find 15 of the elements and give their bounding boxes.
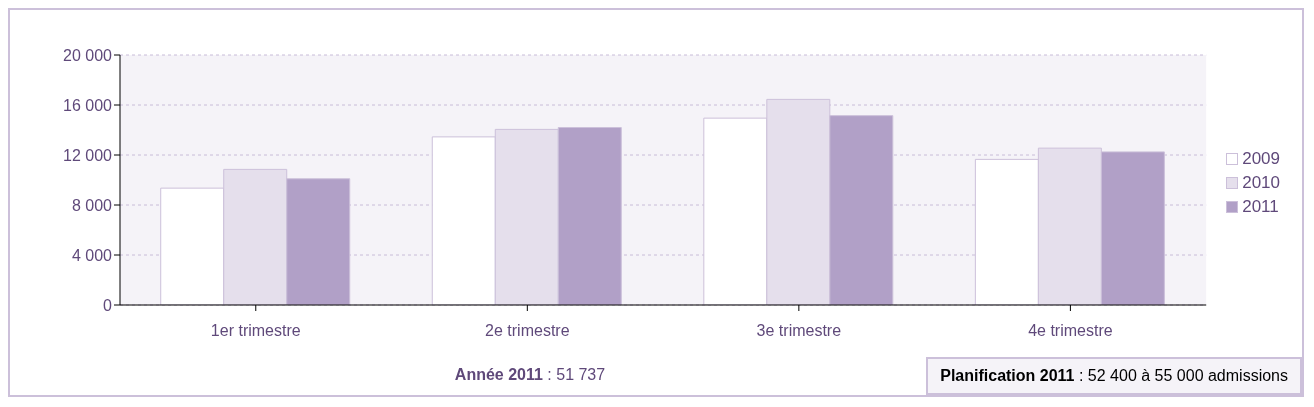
- y-tick-label: 16 000: [63, 96, 113, 114]
- legend-label: 2011: [1242, 196, 1279, 217]
- x-tick-label: 2e trimestre: [485, 322, 570, 340]
- y-tick-label: 8 000: [71, 196, 113, 214]
- legend-label: 2009: [1242, 148, 1280, 169]
- text: Année 2011 : 51 737: [454, 366, 606, 383]
- x-tick-label: 3e trimestre: [756, 322, 842, 340]
- y-tick-label: 20 000: [63, 46, 113, 64]
- y-tick-label: 0: [103, 296, 113, 314]
- text: Planification 2011 : 52 400 à 55 000 admissions: [940, 367, 1288, 384]
- y-tick-label: 12 000: [63, 146, 113, 164]
- x-tick-label: 1er trimestre: [210, 322, 301, 340]
- legend-label: 2010: [1242, 172, 1280, 193]
- y-tick-label: 4 000: [71, 246, 113, 264]
- x-tick-label: 4e trimestre: [1028, 322, 1113, 340]
